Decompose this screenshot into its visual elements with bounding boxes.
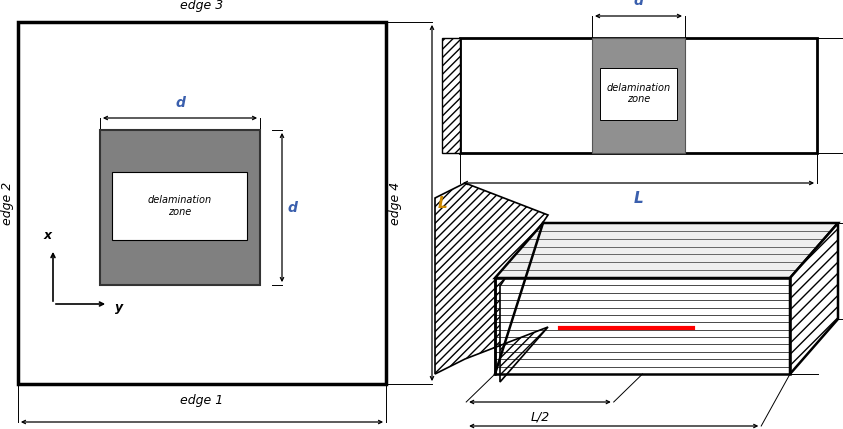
Bar [100, 130, 260, 285]
Polygon shape [435, 183, 548, 382]
Text: edge 2: edge 2 [2, 181, 14, 225]
Bar [460, 38, 817, 153]
Text: d: d [634, 0, 643, 8]
Bar [495, 278, 790, 374]
Text: edge 4: edge 4 [389, 181, 402, 225]
Text: L: L [634, 191, 643, 206]
Text: delamination
zone: delamination zone [148, 195, 212, 217]
Text: edge 1: edge 1 [180, 394, 223, 407]
Bar [600, 67, 677, 120]
Text: L/2: L/2 [530, 410, 550, 423]
Bar [442, 38, 460, 153]
Polygon shape [495, 223, 838, 278]
Text: delamination
zone: delamination zone [606, 83, 670, 104]
Bar [112, 172, 247, 240]
Text: d: d [175, 96, 185, 110]
Polygon shape [790, 223, 838, 374]
Text: x: x [44, 229, 52, 242]
Bar [18, 22, 386, 384]
Text: d: d [288, 200, 298, 214]
Text: y: y [115, 300, 123, 314]
Text: L: L [438, 196, 448, 211]
Text: edge 3: edge 3 [180, 0, 223, 12]
Bar [592, 38, 685, 153]
